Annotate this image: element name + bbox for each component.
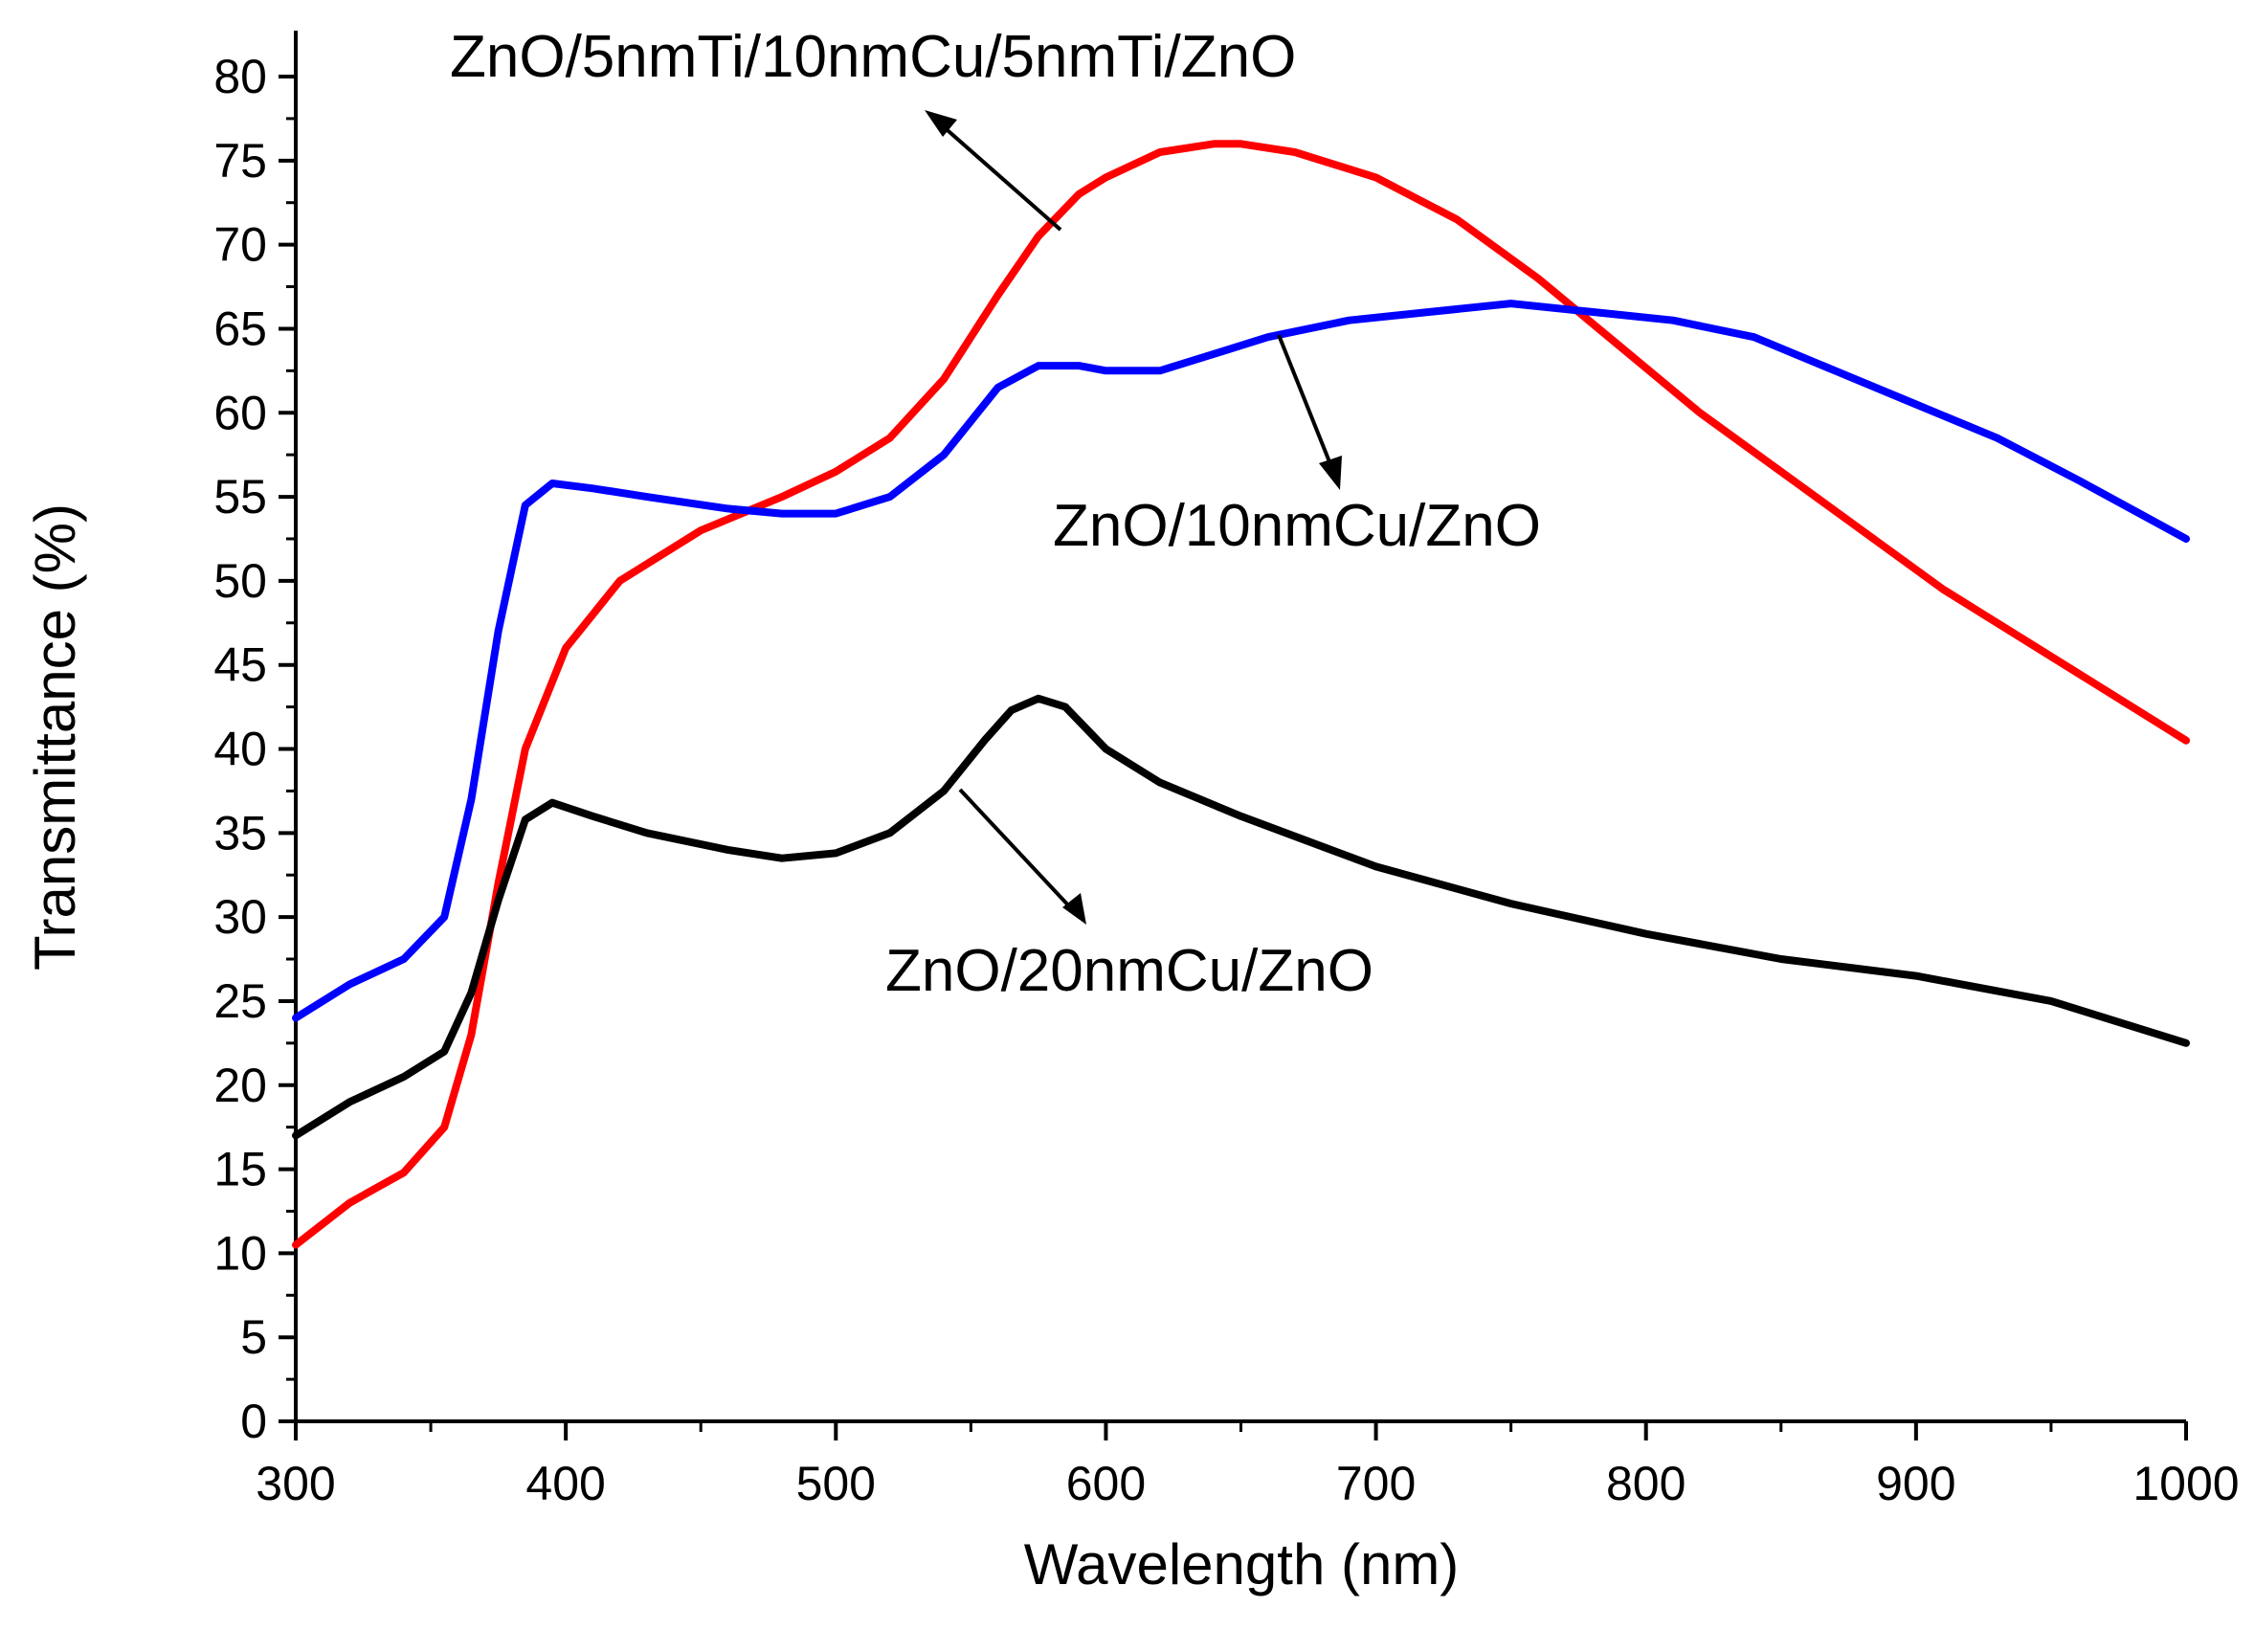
axes <box>294 31 2186 1423</box>
y-axis-title: Transmittance (%) <box>23 503 87 971</box>
annotation-label-red: ZnO/5nmTi/10nmCu/5nmTi/ZnO <box>450 24 1296 90</box>
x-tick-label: 900 <box>1876 1457 1955 1510</box>
y-tick-label: 35 <box>213 806 267 859</box>
x-tick-label: 300 <box>256 1457 335 1510</box>
y-tick-label: 70 <box>213 218 267 272</box>
annotation-arrow-black <box>958 788 1074 911</box>
x-tick-label: 1000 <box>2132 1457 2239 1510</box>
y-tick-label: 25 <box>213 974 267 1028</box>
y-tick-label: 10 <box>213 1226 267 1280</box>
y-ticks: 0 5 10 15 20 25 30 35 40 45 50 55 60 65 70 75 80 <box>213 50 296 1448</box>
y-tick-label: 5 <box>240 1310 267 1364</box>
series-lines <box>292 140 2190 1249</box>
x-tick-label: 500 <box>796 1457 876 1510</box>
y-tick-label: 65 <box>213 301 267 355</box>
x-axis-title: Wavelength (nm) <box>1024 1532 1460 1596</box>
annotation-arrowhead-red <box>925 110 957 137</box>
annotations: ZnO/5nmTi/10nmCu/5nmTi/ZnO ZnO/10nmCu/Zn… <box>450 24 1541 1004</box>
y-tick-label: 45 <box>213 638 267 692</box>
y-tick-label: 75 <box>213 134 267 188</box>
x-tick-label: 600 <box>1066 1457 1146 1510</box>
annotation-label-black: ZnO/20nmCu/ZnO <box>885 938 1373 1004</box>
y-tick-label: 20 <box>213 1059 267 1112</box>
series-line-zno-10nmcu-zno <box>292 300 2190 1022</box>
x-tick-label: 800 <box>1606 1457 1686 1510</box>
y-tick-label: 40 <box>213 723 267 776</box>
y-tick-label: 80 <box>213 50 267 103</box>
y-tick-label: 50 <box>213 554 267 608</box>
annotation-arrow-red <box>939 123 1062 232</box>
x-tick-label: 700 <box>1336 1457 1416 1510</box>
series-line-zno-20nmcu-zno <box>292 694 2190 1140</box>
y-tick-label: 55 <box>213 470 267 524</box>
annotation-arrowhead-black <box>1062 893 1086 925</box>
x-tick-label: 400 <box>525 1457 605 1510</box>
annotation-arrow-blue <box>1277 334 1334 470</box>
y-tick-label: 60 <box>213 386 267 439</box>
y-tick-label: 15 <box>213 1143 267 1196</box>
annotation-label-blue: ZnO/10nmCu/ZnO <box>1053 493 1541 559</box>
y-tick-label: 0 <box>240 1395 267 1448</box>
x-ticks: 300 400 500 600 700 800 900 1000 <box>256 1421 2240 1510</box>
annotation-arrowhead-blue <box>1319 456 1342 490</box>
y-tick-label: 30 <box>213 890 267 944</box>
series-line-zno-5nmti-10nmcu-5nmti-zno <box>292 140 2190 1249</box>
